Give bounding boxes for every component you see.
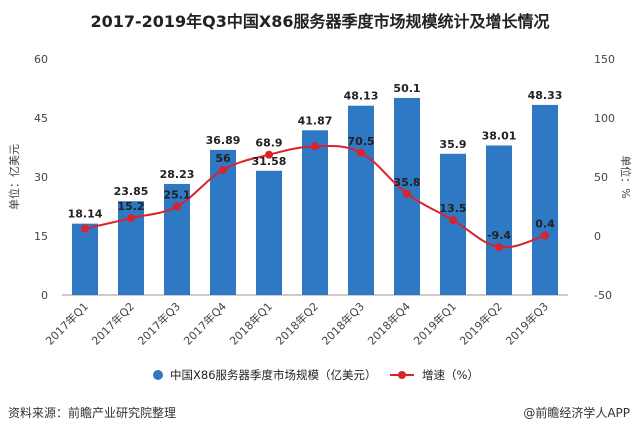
growth-value-label: 13.5 bbox=[439, 202, 466, 215]
x-tick-label: 2017年Q3 bbox=[135, 299, 184, 348]
legend-line-label: 增速（%） bbox=[422, 368, 479, 382]
x-tick-label: 2017年Q2 bbox=[89, 299, 138, 348]
growth-value-label: 70.5 bbox=[347, 135, 374, 148]
bar bbox=[440, 153, 466, 295]
y-left-tick-label: 30 bbox=[34, 171, 48, 184]
bar-value-label: 35.9 bbox=[439, 138, 466, 151]
x-tick-label: 2018年Q3 bbox=[319, 299, 368, 348]
brand-note: @前瞻经济学人APP bbox=[523, 406, 630, 420]
labels-layer: 18.14 23.85 28.23 36.89 31.58 41.87 48.13 50.1 3… bbox=[68, 82, 563, 242]
growth-value-label: 15.2 bbox=[117, 200, 144, 213]
x-tick-label: 2017年Q1 bbox=[43, 299, 92, 348]
x-tick-label: 2018年Q4 bbox=[365, 299, 414, 348]
y-left-tick-label: 60 bbox=[34, 53, 48, 66]
bar-value-label: 48.13 bbox=[344, 90, 379, 103]
bar bbox=[532, 104, 558, 295]
bar bbox=[256, 170, 282, 295]
growth-value-label: 25.1 bbox=[163, 188, 190, 201]
growth-point bbox=[265, 150, 273, 159]
growth-point bbox=[541, 231, 549, 240]
legend-bar-marker bbox=[153, 370, 163, 380]
growth-point bbox=[357, 148, 365, 157]
y-right-tick-label: 100 bbox=[594, 112, 615, 125]
growth-value-label: 68.9 bbox=[255, 137, 282, 150]
legend-line-dot bbox=[398, 371, 406, 379]
x-tick-label: 2018年Q2 bbox=[273, 299, 322, 348]
growth-value-label: 35.8 bbox=[393, 176, 420, 189]
bar bbox=[72, 223, 98, 295]
bar bbox=[210, 149, 236, 295]
growth-value-label: -9.4 bbox=[487, 229, 511, 242]
source-note: 资料来源：前瞻产业研究院整理 bbox=[8, 406, 177, 420]
bar-value-label: 31.58 bbox=[252, 155, 287, 168]
x-tick-label: 2019年Q3 bbox=[503, 299, 552, 348]
x-tick-label: 2018年Q1 bbox=[227, 299, 276, 348]
y-left-tick-label: 15 bbox=[34, 230, 48, 243]
growth-point bbox=[219, 165, 227, 174]
y-left-tick-label: 0 bbox=[41, 289, 48, 302]
y-right-tick-label: 50 bbox=[594, 171, 608, 184]
line-layer bbox=[81, 142, 549, 252]
growth-point bbox=[127, 214, 135, 223]
legend: 中国X86服务器季度市场规模（亿美元） 增速（%） bbox=[153, 368, 479, 382]
x-tick-label: 2019年Q2 bbox=[457, 299, 506, 348]
bar-value-label: 28.23 bbox=[160, 168, 195, 181]
bar-value-label: 23.85 bbox=[114, 185, 149, 198]
bar-value-label: 38.01 bbox=[482, 129, 517, 142]
bar-value-label: 41.87 bbox=[298, 114, 333, 127]
growth-point bbox=[311, 142, 319, 151]
growth-point bbox=[403, 189, 411, 198]
legend-bar-label: 中国X86服务器季度市场规模（亿美元） bbox=[170, 368, 377, 382]
y-left-tick-label: 45 bbox=[34, 112, 48, 125]
y-left-axis-title: 单位：亿美元 bbox=[7, 144, 21, 210]
y-right-axis-title: 单位：% bbox=[619, 155, 633, 198]
y-right-tick-label: -50 bbox=[594, 289, 612, 302]
x-tick-label: 2019年Q1 bbox=[411, 299, 460, 348]
growth-value-label: 56 bbox=[215, 152, 231, 165]
y-right-tick-label: 150 bbox=[594, 53, 615, 66]
bar-value-label: 18.14 bbox=[68, 208, 103, 221]
growth-point bbox=[81, 224, 89, 233]
x-tick-label: 2017年Q4 bbox=[181, 299, 230, 348]
y-right-tick-label: 0 bbox=[594, 230, 601, 243]
bar bbox=[302, 130, 328, 295]
growth-value-label: 0.4 bbox=[535, 218, 555, 231]
bar bbox=[348, 105, 374, 296]
chart-title: 2017-2019年Q3中国X86服务器季度市场规模统计及增长情况 bbox=[90, 12, 550, 31]
growth-point bbox=[449, 216, 457, 225]
bar bbox=[486, 145, 512, 295]
bar-value-label: 48.33 bbox=[528, 89, 563, 102]
bar-value-label: 50.1 bbox=[393, 82, 420, 95]
bar-value-label: 36.89 bbox=[206, 134, 241, 147]
growth-point bbox=[495, 243, 503, 252]
growth-point bbox=[173, 202, 181, 211]
